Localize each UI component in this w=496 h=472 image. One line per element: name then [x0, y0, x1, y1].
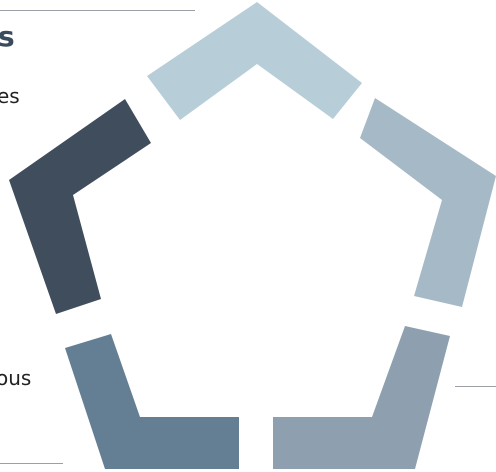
- segment-top: [147, 2, 362, 120]
- segment-lower-left: [65, 334, 239, 469]
- heading-fragment: s: [0, 20, 15, 53]
- bottom-right-divider: [455, 386, 496, 387]
- segment-lower-right: [273, 326, 450, 469]
- top-divider: [0, 10, 195, 11]
- segment-upper-left: [9, 99, 151, 314]
- bottom-left-divider: [0, 463, 63, 464]
- bottom-text-fragment: ous: [0, 366, 32, 390]
- top-text-fragment: es: [0, 84, 20, 108]
- segment-upper-right: [360, 98, 496, 307]
